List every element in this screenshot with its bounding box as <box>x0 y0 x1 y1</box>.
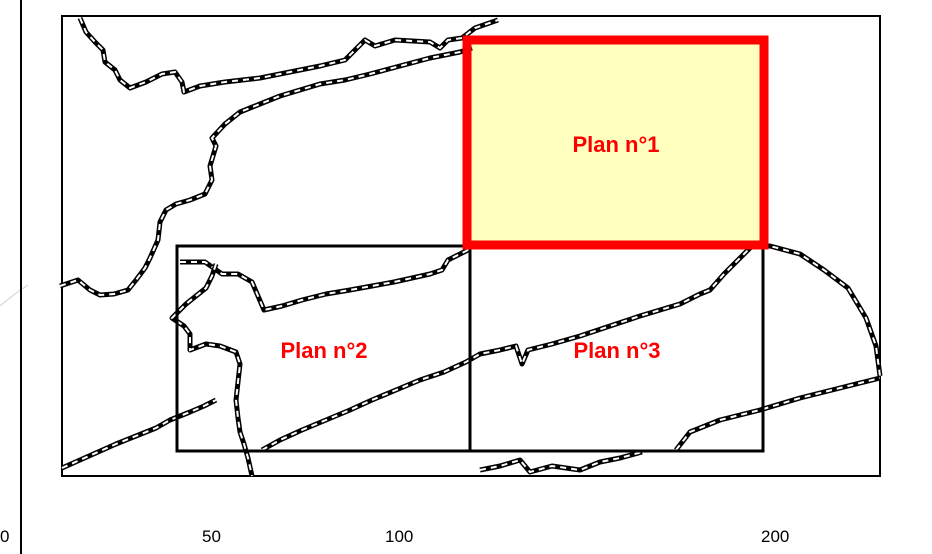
scale-label-200: 200 <box>761 527 790 546</box>
scale-label-0: 0 <box>0 527 10 546</box>
plan-1-label: Plan n°1 <box>572 132 659 157</box>
boundary-line-dash <box>59 47 473 297</box>
boundary-lines <box>59 17 883 477</box>
boundary-line-dash <box>61 399 217 469</box>
plan-2-label: Plan n°2 <box>280 338 367 363</box>
boundary-line-dash <box>79 17 499 94</box>
boundary-line-dash <box>261 245 881 451</box>
decorative-arc <box>0 284 29 307</box>
boundary-line-dash <box>479 451 643 474</box>
boundary-line-dash <box>675 377 881 451</box>
plan-1-fill <box>467 40 764 245</box>
scale-label-50: 50 <box>202 527 221 546</box>
boundary-line-dash <box>180 249 469 312</box>
plan-1-rect[interactable] <box>462 35 769 250</box>
boundary-line-dash <box>170 263 253 477</box>
plan-3-label: Plan n°3 <box>573 338 660 363</box>
scale-label-100: 100 <box>385 527 414 546</box>
